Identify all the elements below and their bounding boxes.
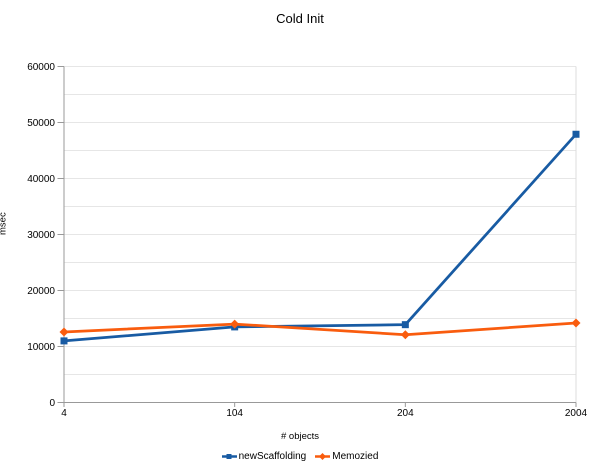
x-axis-title: # objects (280, 431, 320, 442)
legend-label: Memozied (332, 451, 379, 462)
y-tick-label: 0 (49, 398, 55, 409)
chart-title: Cold Init (276, 11, 324, 26)
x-tick-label: 2004 (565, 408, 588, 419)
data-point-marker-newScaffolding (572, 130, 580, 138)
y-tick-label: 40000 (27, 174, 55, 185)
data-point-marker-newScaffolding (401, 321, 409, 329)
x-tick-label: 104 (226, 408, 243, 419)
data-point-marker-newScaffolding (60, 337, 68, 345)
data-point-marker-Memozied (571, 318, 581, 328)
series-line-newScaffolding (63, 133, 578, 343)
y-tick-label: 60000 (27, 62, 55, 73)
legend-label: newScaffolding (238, 451, 307, 462)
y-tick-label: 50000 (27, 118, 55, 129)
y-tick-label: 10000 (27, 342, 55, 353)
y-axis-title: msec (0, 212, 9, 235)
series-line-Memozied (63, 321, 577, 337)
legend-item-newScaffolding: newScaffolding (221, 451, 307, 462)
y-tick-label: 30000 (27, 230, 55, 241)
x-tick-label: 4 (61, 408, 67, 419)
legend-square-marker-icon (221, 454, 237, 459)
x-tick-label: 204 (397, 408, 414, 419)
data-point-marker-Memozied (400, 330, 410, 340)
y-tick-label: 20000 (27, 286, 55, 297)
data-point-marker-Memozied (59, 327, 69, 337)
legend-item-Memozied: Memozied (315, 451, 378, 462)
chart-legend: newScaffolding Memozied (0, 451, 600, 462)
data-point-marker-Memozied (230, 319, 240, 329)
legend-diamond-marker-icon (315, 453, 331, 460)
